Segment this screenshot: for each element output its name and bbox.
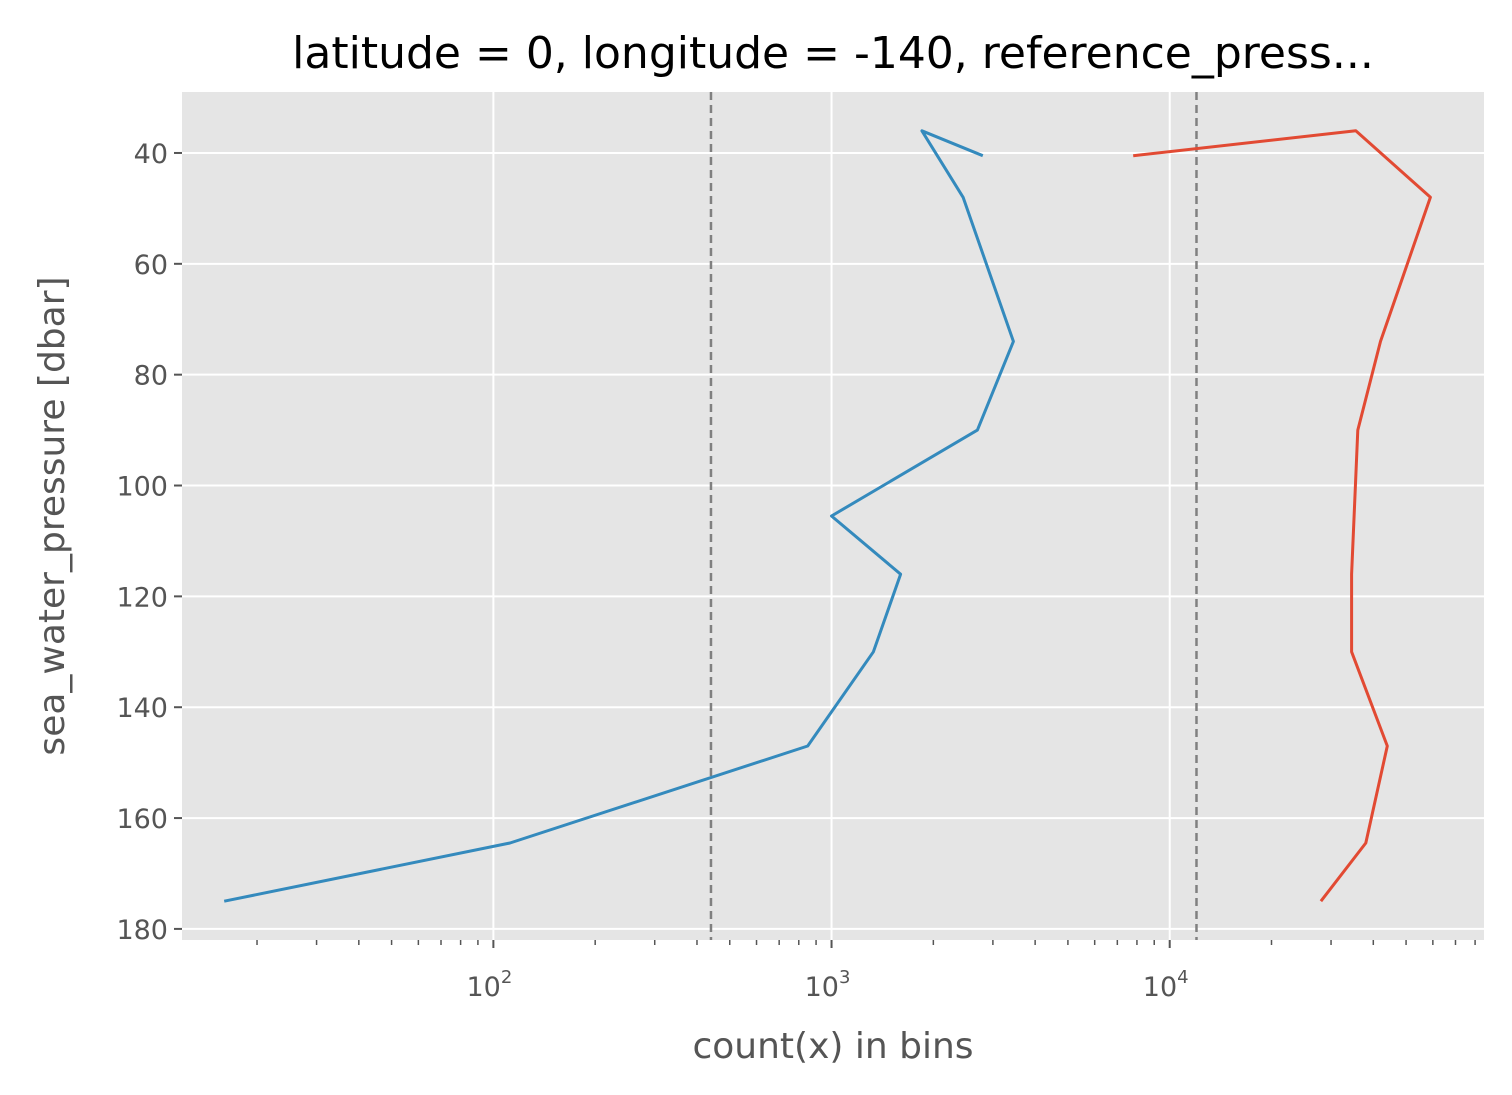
y-tick-label: 60 <box>134 250 168 281</box>
y-tick-label: 40 <box>134 139 168 170</box>
chart-title: latitude = 0, longitude = -140, referenc… <box>292 28 1374 79</box>
y-tick-label: 120 <box>116 582 168 613</box>
minor-ticks <box>256 940 1476 945</box>
y-tick-labels: 40 60 80 100 120 140 160 180 <box>116 139 168 946</box>
y-tick-label: 100 <box>116 472 168 503</box>
reference-lines <box>709 92 1198 940</box>
x-tick-label: 103 <box>805 967 851 1003</box>
x-tick-label: 102 <box>466 967 512 1003</box>
x-tick-labels: 102 103 104 <box>466 967 1188 1003</box>
y-tick-label: 80 <box>134 361 168 392</box>
x-tick-label: 104 <box>1143 967 1189 1003</box>
y-tick-label: 160 <box>116 804 168 835</box>
series-line-1 <box>223 129 1015 903</box>
x-axis-label: count(x) in bins <box>692 1026 973 1067</box>
y-tick-label: 140 <box>116 693 168 724</box>
y-axis-label: sea_water_pressure [dbar] <box>32 276 73 755</box>
series-lines <box>223 129 1432 903</box>
y-tick-label: 180 <box>116 915 168 946</box>
series-line-2 <box>1133 129 1432 903</box>
